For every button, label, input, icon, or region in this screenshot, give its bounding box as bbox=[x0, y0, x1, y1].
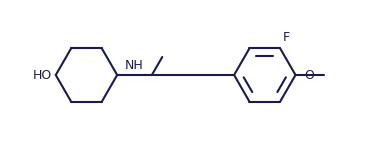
Text: F: F bbox=[283, 32, 290, 44]
Text: HO: HO bbox=[33, 69, 52, 81]
Text: NH: NH bbox=[125, 58, 144, 72]
Text: O: O bbox=[304, 69, 314, 81]
